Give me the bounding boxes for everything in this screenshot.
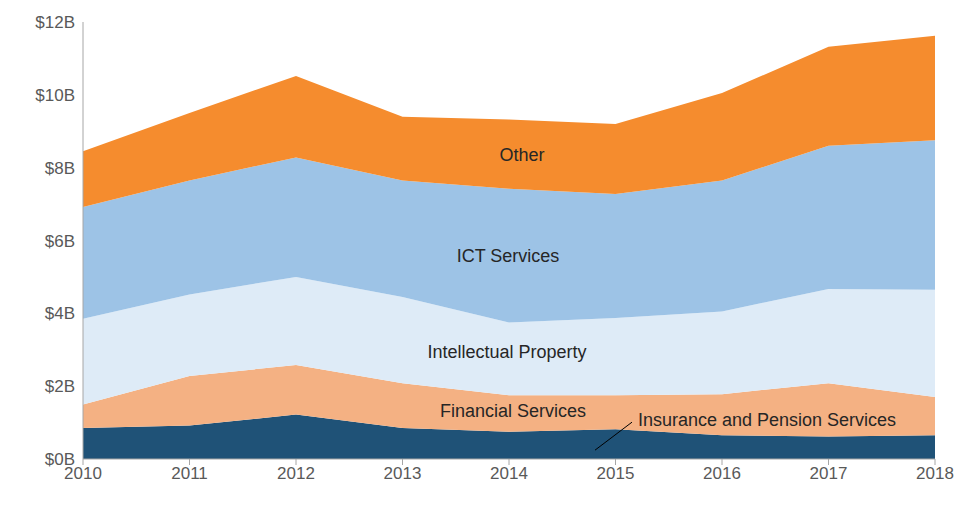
svg-text:$12B: $12B [35, 13, 75, 32]
svg-text:2018: 2018 [916, 464, 954, 483]
svg-text:Other: Other [499, 145, 544, 165]
svg-text:ICT Services: ICT Services [457, 246, 560, 266]
svg-text:2011: 2011 [171, 464, 208, 483]
svg-text:$10B: $10B [35, 86, 75, 105]
svg-text:2014: 2014 [490, 464, 528, 483]
svg-text:Intellectual Property: Intellectual Property [427, 342, 586, 362]
svg-text:Financial Services: Financial Services [440, 401, 586, 421]
svg-text:2017: 2017 [810, 464, 848, 483]
svg-text:2010: 2010 [64, 464, 102, 484]
svg-text:2013: 2013 [384, 464, 422, 483]
svg-text:$4B: $4B [45, 304, 75, 323]
svg-text:Insurance and Pension Services: Insurance and Pension Services [638, 410, 896, 430]
svg-text:2012: 2012 [277, 464, 315, 483]
svg-text:$8B: $8B [45, 159, 75, 178]
svg-text:$2B: $2B [45, 377, 75, 396]
svg-text:$6B: $6B [45, 232, 75, 251]
svg-text:2015: 2015 [597, 464, 635, 483]
svg-text:2016: 2016 [703, 464, 741, 483]
svg-text:$0B: $0B [45, 450, 75, 469]
